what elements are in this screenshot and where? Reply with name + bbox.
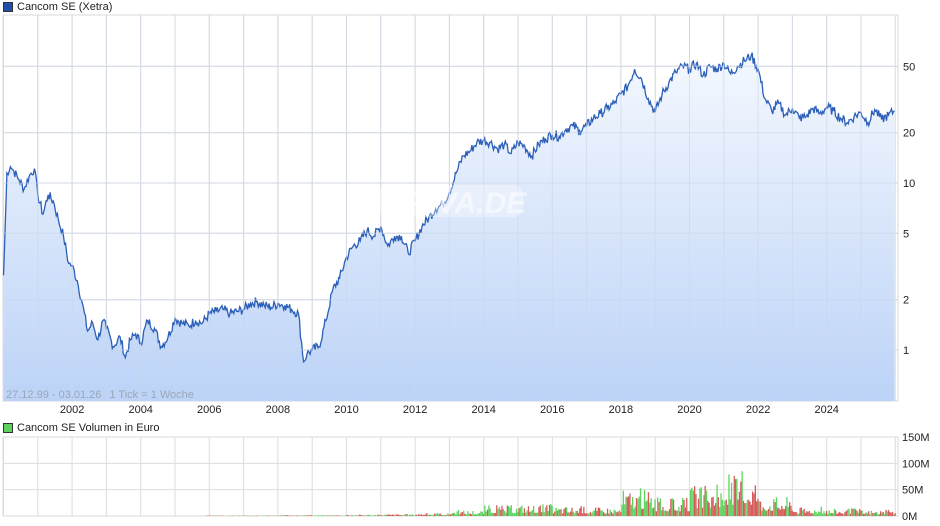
svg-text:2006: 2006 — [197, 404, 221, 416]
svg-text:150M: 150M — [902, 432, 930, 444]
price-grid-overlay — [3, 15, 898, 401]
svg-text:2004: 2004 — [128, 404, 152, 416]
volume-legend: Cancom SE Volumen in Euro — [3, 422, 159, 434]
svg-text:10: 10 — [903, 178, 915, 190]
watermark-text: ARIVA.DE — [384, 187, 527, 220]
svg-text:2020: 2020 — [677, 404, 701, 416]
svg-text:1: 1 — [903, 345, 909, 357]
svg-text:2022: 2022 — [746, 404, 770, 416]
price-legend-label: Cancom SE (Xetra) — [17, 1, 113, 13]
svg-text:100M: 100M — [902, 458, 930, 470]
volume-legend-swatch — [3, 423, 13, 433]
svg-text:2: 2 — [903, 295, 909, 307]
svg-text:2024: 2024 — [814, 404, 838, 416]
price-x-axis: 2002 2004 2006 2008 2010 2012 2014 2016 2018 2020… — [60, 404, 839, 416]
price-legend: Cancom SE (Xetra) — [3, 1, 112, 13]
svg-text:2002: 2002 — [60, 404, 84, 416]
svg-text:2010: 2010 — [334, 404, 358, 416]
svg-text:2012: 2012 — [403, 404, 427, 416]
volume-grid — [3, 437, 898, 516]
price-line — [2, 52, 895, 364]
svg-text:20: 20 — [903, 128, 915, 140]
price-legend-swatch — [3, 2, 13, 12]
svg-text:0M: 0M — [902, 511, 917, 523]
date-range-label: 27.12.99 - 03.01.26 1 Tick = 1 Woche — [6, 389, 194, 401]
svg-text:50M: 50M — [902, 485, 923, 497]
price-y-axis: 50 20 10 5 2 1 — [903, 61, 915, 357]
volume-legend-label: Cancom SE Volumen in Euro — [17, 422, 160, 434]
svg-text:2008: 2008 — [266, 404, 290, 416]
svg-text:2016: 2016 — [540, 404, 564, 416]
volume-plot-area — [2, 436, 899, 517]
svg-text:50: 50 — [903, 61, 915, 73]
volume-y-axis: 150M 100M 50M 0M — [902, 432, 930, 523]
watermark: ARIVA.DE — [378, 185, 527, 220]
svg-text:2014: 2014 — [471, 404, 495, 416]
svg-text:2018: 2018 — [609, 404, 633, 416]
volume-bars — [205, 471, 896, 516]
svg-text:5: 5 — [903, 228, 909, 240]
